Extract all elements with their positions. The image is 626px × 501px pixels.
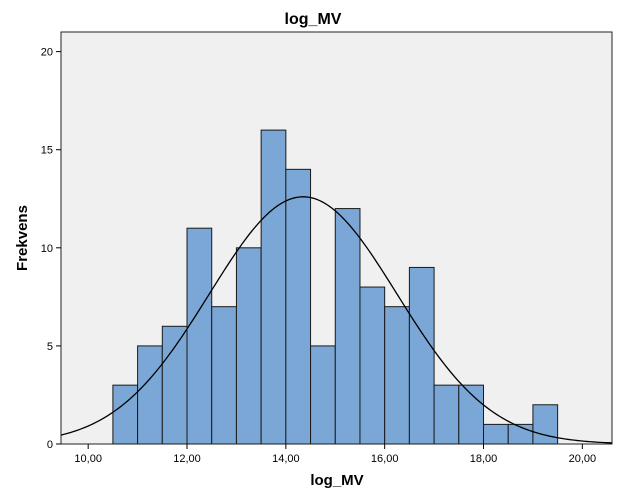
histogram-bar: [137, 345, 163, 445]
histogram-bar: [359, 286, 386, 445]
x-tick-label: 20,00: [569, 453, 597, 465]
x-tick-label: 18,00: [470, 453, 498, 465]
y-tick-label: 0: [47, 439, 53, 451]
normal-curve: [60, 196, 613, 444]
x-tick-label: 10,00: [74, 453, 102, 465]
y-tick-label: 10: [41, 243, 53, 255]
histogram-bar: [235, 247, 262, 445]
histogram-bars: [112, 129, 559, 445]
histogram-bar: [285, 168, 312, 445]
chart-title: log_MV: [285, 11, 342, 28]
histogram-bar: [384, 306, 410, 445]
y-axis-label: Frekvens: [14, 205, 31, 271]
histogram-bar: [532, 404, 559, 445]
x-axis-label: log_MV: [310, 472, 363, 489]
histogram-bar: [483, 423, 509, 445]
x-tick-label: 16,00: [371, 453, 399, 465]
histogram-bar: [161, 325, 188, 445]
histogram-bar: [260, 129, 287, 445]
histogram-bar: [310, 345, 336, 445]
y-axis: 0 5 10 15 20: [41, 47, 61, 451]
x-tick-label: 14,00: [272, 453, 300, 465]
x-axis: 10,00 12,00 14,00 16,00 18,00 20,00: [74, 444, 596, 465]
y-tick-label: 15: [41, 145, 53, 157]
x-tick-label: 12,00: [173, 453, 201, 465]
histogram-bar: [433, 384, 460, 445]
y-tick-label: 5: [47, 341, 53, 353]
y-tick-label: 20: [41, 47, 53, 59]
histogram-bar: [186, 227, 213, 445]
histogram-bar: [112, 384, 139, 445]
histogram-bar: [408, 266, 435, 445]
histogram-bar: [211, 306, 237, 445]
histogram-bar: [334, 208, 361, 445]
